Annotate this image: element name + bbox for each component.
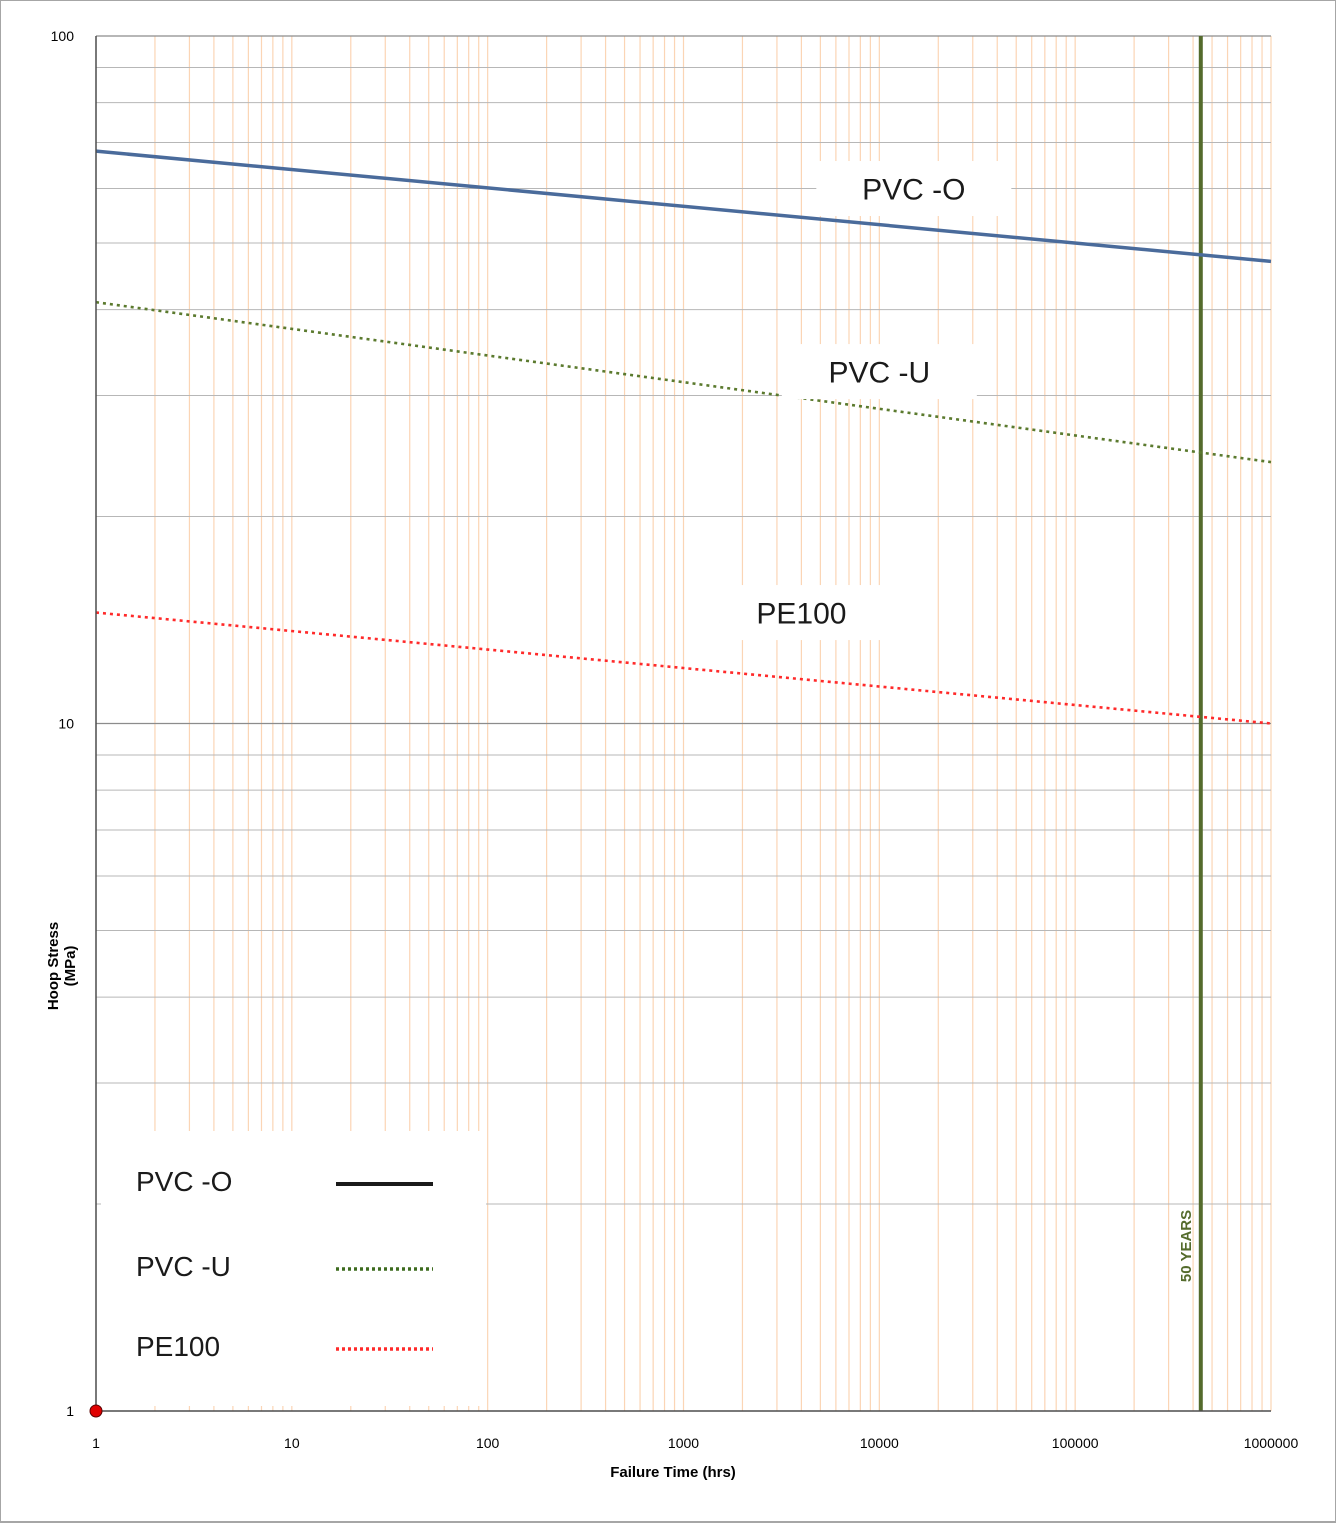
y-tick-label: 1 [66,1403,74,1419]
reference-layer: 50 YEARS [1178,36,1203,1411]
origin-marker [89,1404,103,1418]
series-label: PE100 [756,598,846,631]
series-label: PVC -O [862,174,965,207]
x-axis-title: Failure Time (hrs) [610,1464,736,1481]
y-axis-title: Hoop Stress(MPa) [45,922,79,1010]
series-line-pvc-u [95,300,1272,464]
legend-label: PE100 [136,1331,220,1362]
series-label-box [781,344,977,400]
y-tick-label: 10 [58,716,74,732]
series-layer [95,149,1272,725]
series-line-pvc-o [95,149,1272,264]
series-label-box [703,585,899,641]
y-axis-title-line-1: Hoop Stress [45,922,62,1010]
y-tick-label: 100 [51,28,75,44]
series-line-pe100 [95,611,1272,725]
reference-line-label: 50 YEARS [1178,1210,1195,1282]
legend-layer: PVC -O PVC -U PE100 [101,1131,486,1406]
y-axis-title-line-2: (MPa) [62,946,79,987]
label-layer: PVC -O PVC -U PE100 [703,161,1012,641]
x-tick-label: 1 [92,1435,100,1451]
x-tick-label: 1000 [668,1435,699,1451]
series-label-box [816,161,1012,217]
x-tick-label: 10 [284,1435,300,1451]
legend-label: PVC -O [136,1166,232,1197]
x-tick-label: 100 [476,1435,500,1451]
legend-label: PVC -U [136,1251,231,1282]
x-tick-label: 100000 [1052,1435,1099,1451]
axis-layer: 1 10 100 1 10 100 1000 10000 100000 1000000 Failur… [45,28,1298,1481]
x-tick-label: 1000000 [1244,1435,1299,1451]
series-label: PVC -U [828,357,930,390]
x-tick-label: 10000 [860,1435,899,1451]
